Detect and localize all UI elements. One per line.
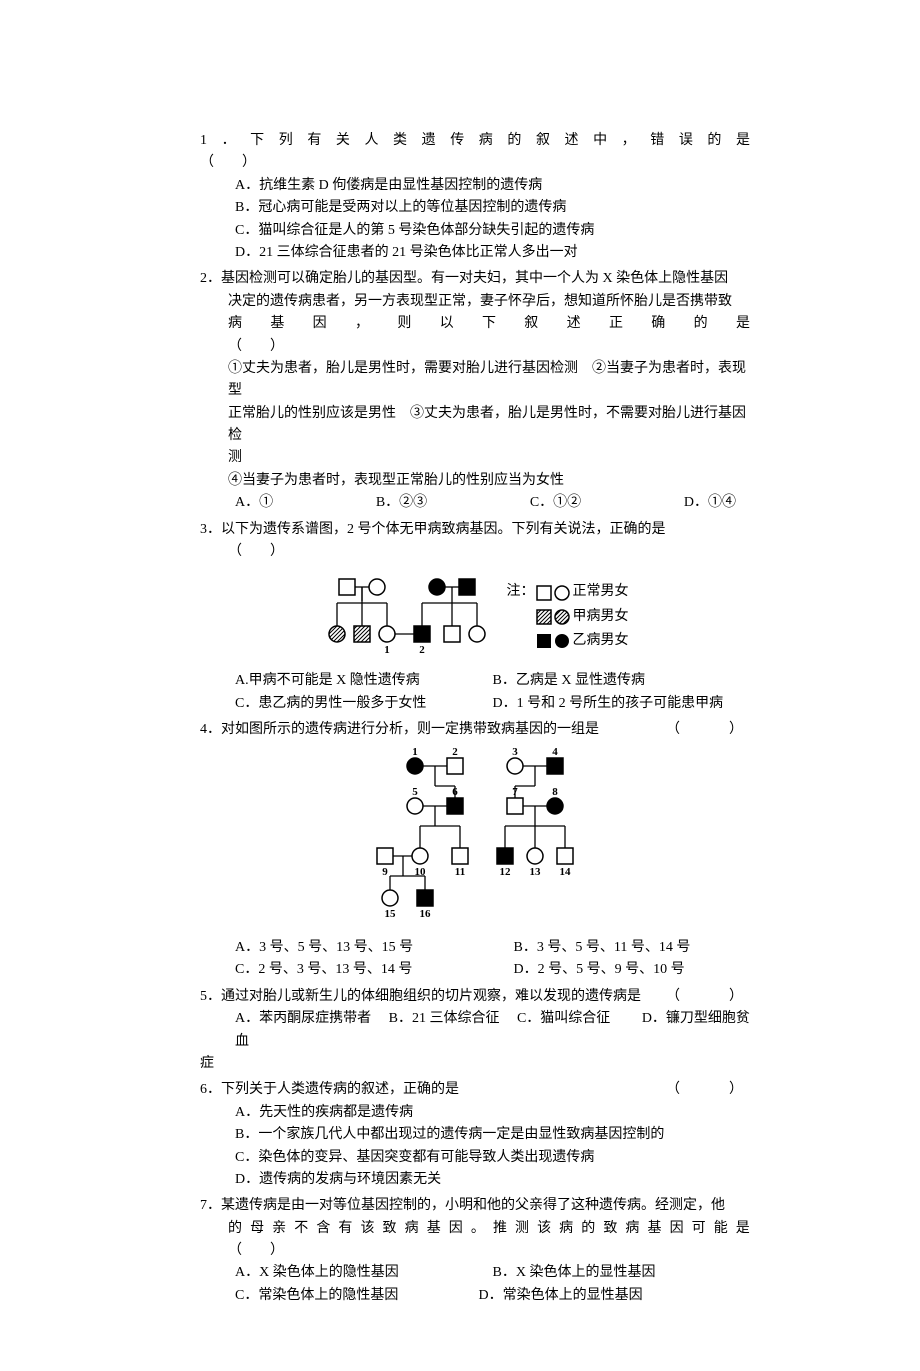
q2-sub4: ④当妻子为患者时，表现型正常胎儿的性别应当为女性 xyxy=(200,470,750,492)
q2-stem-l3: 病基因，则以下叙述正确的是 xyxy=(228,313,750,335)
svg-text:9: 9 xyxy=(382,866,388,878)
q5-stem: 5．通过对胎儿或新生儿的体细胞组织的切片观察，难以发现的遗传病是 （ ） xyxy=(200,986,750,1008)
svg-text:8: 8 xyxy=(552,786,558,798)
svg-text:5: 5 xyxy=(412,786,418,798)
q2-opt-c: C．①② xyxy=(530,492,581,514)
svg-text:16: 16 xyxy=(420,908,432,920)
q7-opt-a: A．X 染色体上的隐性基因 xyxy=(235,1262,493,1284)
q5-opt-b: B．21 三体综合征 xyxy=(389,1011,500,1026)
pedigree-4-svg: 12345678910111213141516 xyxy=(355,748,595,923)
q2-options: A．① B．②③ C．①② D．①④ xyxy=(200,492,750,514)
q4-options-row2: C．2 号、3 号、13 号、14 号 D．2 号、5 号、9 号、10 号 xyxy=(200,959,750,981)
q5-stem-text: 5．通过对胎儿或新生儿的体细胞组织的切片观察，难以发现的遗传病是 xyxy=(200,989,641,1004)
svg-text:6: 6 xyxy=(452,786,458,798)
q6-opt-d: D．遗传病的发病与环境因素无关 xyxy=(235,1169,750,1191)
q5-opt-c: C．猫叫综合征 xyxy=(517,1011,610,1026)
q2-sub2: 正常胎儿的性别应该是男性 ③丈夫为患者，胎儿是男性时，不需要对胎儿进行基因检 xyxy=(200,403,750,448)
svg-text:4: 4 xyxy=(552,748,558,758)
q6-opt-b: B．一个家族几代人中都出现过的遗传病一定是由显性致病基因控制的 xyxy=(235,1124,750,1146)
q2-sub1: ①丈夫为患者，胎儿是男性时，需要对胎儿进行基因检测 ②当妻子为患者时，表现型 xyxy=(200,358,750,403)
q5-paren: （ ） xyxy=(666,986,750,1008)
svg-text:1: 1 xyxy=(412,748,418,758)
q1-opt-a: A．抗维生素 D 佝偻病是由显性基因控制的遗传病 xyxy=(235,175,750,197)
legend-yi: 乙病男女 xyxy=(573,630,629,652)
q1-opt-b: B．冠心病可能是受两对以上的等位基因控制的遗传病 xyxy=(235,197,750,219)
q2-opt-d: D．①④ xyxy=(684,492,736,514)
legend-note: 注： xyxy=(507,581,535,603)
svg-text:2: 2 xyxy=(419,644,425,656)
q4-paren: （ ） xyxy=(666,719,750,741)
q7-opt-b: B．X 染色体上的显性基因 xyxy=(493,1262,751,1284)
q3-options: A.甲病不可能是 X 隐性遗传病 B．乙病是 X 显性遗传病 xyxy=(200,670,750,692)
svg-text:12: 12 xyxy=(500,866,512,878)
q7-options-row1: A．X 染色体上的隐性基因 B．X 染色体上的显性基因 xyxy=(200,1262,750,1284)
q3-opt-c: C．患乙病的男性一般多于女性 xyxy=(235,693,493,715)
svg-text:14: 14 xyxy=(560,866,572,878)
q7-stem-l2: 的母亲不含有该致病基因。推测该病的致病基因可能是 xyxy=(228,1218,750,1240)
svg-text:13: 13 xyxy=(530,866,542,878)
svg-text:15: 15 xyxy=(385,908,397,920)
question-4: 4．对如图所示的遗传病进行分析，则一定携带致病基因的一组是 （ ） 123456… xyxy=(200,719,750,982)
q7-opt-c: C．常染色体上的隐性基因 xyxy=(235,1285,507,1307)
legend-jia: 甲病男女 xyxy=(573,606,629,628)
q6-paren: （ ） xyxy=(666,1079,750,1101)
q1-opt-c: C．猫叫综合征是人的第 5 号染色体部分缺失引起的遗传病 xyxy=(235,220,750,242)
q2-stem-l1: 2．基因检测可以确定胎儿的基因型。有一对夫妇，其中一个人为 X 染色体上隐性基因 xyxy=(200,268,750,290)
q5-opt-a: A．苯丙酮尿症携带者 xyxy=(235,1011,371,1026)
q4-opt-c: C．2 号、3 号、13 号、14 号 xyxy=(235,959,472,981)
q4-options-row1: A．3 号、5 号、13 号、15 号 B．3 号、5 号、11 号、14 号 xyxy=(200,937,750,959)
q3-legend: 注： 正常男女 注： 甲病男女 注： 乙病男女 xyxy=(507,579,629,654)
q2-opt-b: B．②③ xyxy=(376,492,427,514)
q3-paren: （ ） xyxy=(200,541,750,563)
q4-opt-a: A．3 号、5 号、13 号、15 号 xyxy=(235,937,472,959)
legend-normal: 正常男女 xyxy=(573,581,629,603)
svg-text:11: 11 xyxy=(455,866,465,878)
question-6: 6．下列关于人类遗传病的叙述，正确的是 （ ） A．先天性的疾病都是遗传病 B．… xyxy=(200,1079,750,1191)
pedigree-3-svg: 12 xyxy=(322,569,507,664)
q4-stem-text: 4．对如图所示的遗传病进行分析，则一定携带致病基因的一组是 xyxy=(200,722,599,737)
q5-tail: 症 xyxy=(200,1053,750,1075)
q3-opt-d: D．1 号和 2 号所生的孩子可能患甲病 xyxy=(493,693,751,715)
q2-paren: （ ） xyxy=(228,336,750,358)
q3-figure: 12 注： 正常男女 注： 甲病男女 注： xyxy=(200,569,750,664)
q7-options-row2: C．常染色体上的隐性基因 D．常染色体上的显性基因 xyxy=(200,1285,750,1307)
q3-stem: 3．以下为遗传系谱图，2 号个体无甲病致病基因。下列有关说法，正确的是 xyxy=(200,519,750,541)
svg-text:10: 10 xyxy=(415,866,427,878)
q1-opt-d: D．21 三体综合征患者的 21 号染色体比正常人多出一对 xyxy=(235,242,750,264)
q4-figure: 12345678910111213141516 xyxy=(200,748,750,931)
q4-stem: 4．对如图所示的遗传病进行分析，则一定携带致病基因的一组是 （ ） xyxy=(200,719,750,741)
q6-stem: 6．下列关于人类遗传病的叙述，正确的是 （ ） xyxy=(200,1079,750,1101)
svg-text:3: 3 xyxy=(512,748,518,758)
question-7: 7．某遗传病是由一对等位基因控制的，小明和他的父亲得了这种遗传病。经测定，他 的… xyxy=(200,1195,750,1307)
svg-text:2: 2 xyxy=(452,748,458,758)
q3-opt-a: A.甲病不可能是 X 隐性遗传病 xyxy=(235,670,493,692)
question-3: 3．以下为遗传系谱图，2 号个体无甲病致病基因。下列有关说法，正确的是 （ ） … xyxy=(200,519,750,716)
q5-options: A．苯丙酮尿症携带者 B．21 三体综合征 C．猫叫综合征 D．镰刀型细胞贫血 xyxy=(200,1008,750,1053)
svg-text:1: 1 xyxy=(384,644,390,656)
q6-stem-text: 6．下列关于人类遗传病的叙述，正确的是 xyxy=(200,1082,459,1097)
q4-opt-b: B．3 号、5 号、11 号、14 号 xyxy=(472,937,751,959)
question-1: 1．下列有关人类遗传病的叙述中，错误的是 （ ） A．抗维生素 D 佝偻病是由显… xyxy=(200,130,750,264)
q6-opt-c: C．染色体的变异、基因突变都有可能导致人类出现遗传病 xyxy=(235,1147,750,1169)
q6-opt-a: A．先天性的疾病都是遗传病 xyxy=(235,1102,750,1124)
question-2: 2．基因检测可以确定胎儿的基因型。有一对夫妇，其中一个人为 X 染色体上隐性基因… xyxy=(200,268,750,514)
q1-paren: （ ） xyxy=(200,152,750,174)
q2-stem-l2: 决定的遗传病患者，另一方表现型正常，妻子怀孕后，想知道所怀胎儿是否携带致 xyxy=(200,291,750,313)
q2-opt-a: A．① xyxy=(235,492,273,514)
svg-text:7: 7 xyxy=(512,786,518,798)
question-5: 5．通过对胎儿或新生儿的体细胞组织的切片观察，难以发现的遗传病是 （ ） A．苯… xyxy=(200,986,750,1076)
q7-stem-l1: 7．某遗传病是由一对等位基因控制的，小明和他的父亲得了这种遗传病。经测定，他 xyxy=(200,1195,750,1217)
q1-stem: 1．下列有关人类遗传病的叙述中，错误的是 xyxy=(200,130,750,152)
q3-opt-b: B．乙病是 X 显性遗传病 xyxy=(493,670,751,692)
q7-opt-d: D．常染色体上的显性基因 xyxy=(479,1285,751,1307)
q7-paren: （ ） xyxy=(228,1240,750,1262)
q2-sub3: 测 xyxy=(200,447,750,469)
q4-opt-d: D．2 号、5 号、9 号、10 号 xyxy=(472,959,751,981)
